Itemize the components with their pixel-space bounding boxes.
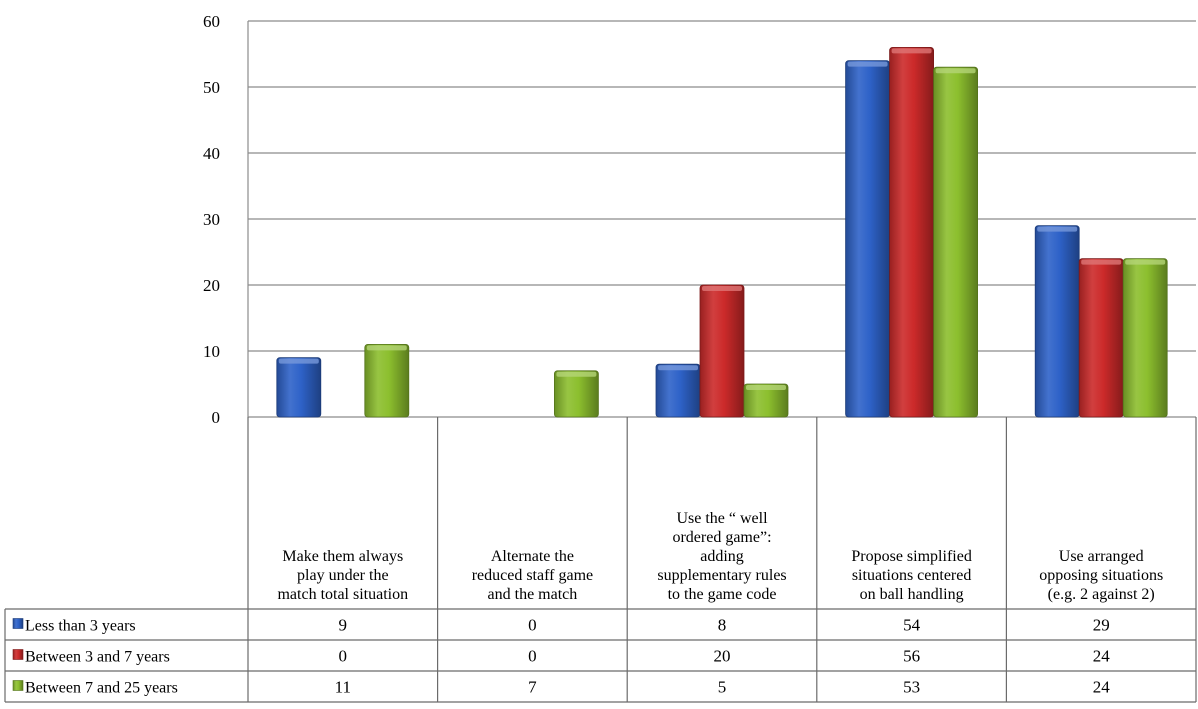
data-label: 8 <box>718 616 727 635</box>
bar-highlight <box>1081 259 1122 265</box>
category-label: reduced staff game <box>472 567 593 584</box>
legend-swatch <box>12 649 24 660</box>
y-tick-label: 0 <box>212 408 221 427</box>
bar-highlight <box>556 371 597 377</box>
bar-highlight <box>1037 226 1078 232</box>
bar-highlight <box>702 286 742 291</box>
data-label: 24 <box>1093 678 1111 697</box>
data-label: 53 <box>903 678 920 697</box>
category-label: and the match <box>488 586 578 603</box>
y-tick-label: 50 <box>203 78 220 97</box>
data-label: 7 <box>528 678 537 697</box>
data-label: 0 <box>528 647 537 666</box>
bar <box>554 370 599 418</box>
category-label: (e.g. 2 against 2) <box>1048 586 1155 603</box>
data-label: 11 <box>335 678 351 697</box>
data-label: 9 <box>339 616 348 635</box>
y-tick-label: 10 <box>203 342 220 361</box>
category-label: to the game code <box>668 586 777 603</box>
category-label: ordered game”: <box>672 529 771 546</box>
category-label: situations centered <box>852 567 972 584</box>
data-label: 29 <box>1093 616 1110 635</box>
category-label: on ball handling <box>860 586 964 603</box>
category-label: match total situation <box>277 586 408 603</box>
bar-highlight <box>935 68 976 74</box>
y-tick-label: 20 <box>203 276 220 295</box>
bar-highlight <box>1125 259 1166 265</box>
bar-highlight <box>366 345 407 351</box>
bar <box>1078 258 1124 418</box>
bar-highlight <box>847 61 888 67</box>
bar-highlight <box>278 358 319 364</box>
category-label: adding <box>700 548 744 565</box>
bar-highlight <box>891 48 932 54</box>
data-label: 24 <box>1093 647 1111 666</box>
bar <box>845 60 890 418</box>
bar-highlight <box>746 385 786 390</box>
category-label: Use arranged <box>1059 548 1144 565</box>
data-label: 0 <box>528 616 537 635</box>
category-label: Propose simplified <box>851 548 971 565</box>
y-tick-label: 60 <box>203 12 220 31</box>
bar <box>276 357 322 418</box>
bar <box>364 343 410 418</box>
bar <box>743 383 789 418</box>
bar <box>1034 225 1080 418</box>
bar <box>655 363 701 418</box>
data-label: 5 <box>718 678 727 697</box>
bar <box>1122 258 1168 418</box>
bar <box>699 284 745 418</box>
data-label: 56 <box>903 647 920 666</box>
y-tick-label: 40 <box>203 144 220 163</box>
y-tick-label: 30 <box>203 210 220 229</box>
category-label: play under the <box>297 567 389 584</box>
data-label: 54 <box>903 616 921 635</box>
bar <box>889 47 934 418</box>
category-label: Make them always <box>282 548 403 565</box>
bar-highlight <box>658 365 698 371</box>
legend-swatch <box>12 680 24 691</box>
category-label: opposing situations <box>1039 567 1163 584</box>
legend-label: Between 3 and 7 years <box>25 649 170 666</box>
bar <box>933 66 978 418</box>
category-label: Use the “ well <box>676 510 768 527</box>
legend-label: Less than 3 years <box>25 618 136 635</box>
category-label: supplementary rules <box>657 567 786 584</box>
data-label: 20 <box>714 647 731 666</box>
data-label: 0 <box>339 647 348 666</box>
legend-label: Between 7 and 25 years <box>25 680 178 697</box>
legend-swatch <box>12 618 24 629</box>
category-label: Alternate the <box>491 548 574 565</box>
